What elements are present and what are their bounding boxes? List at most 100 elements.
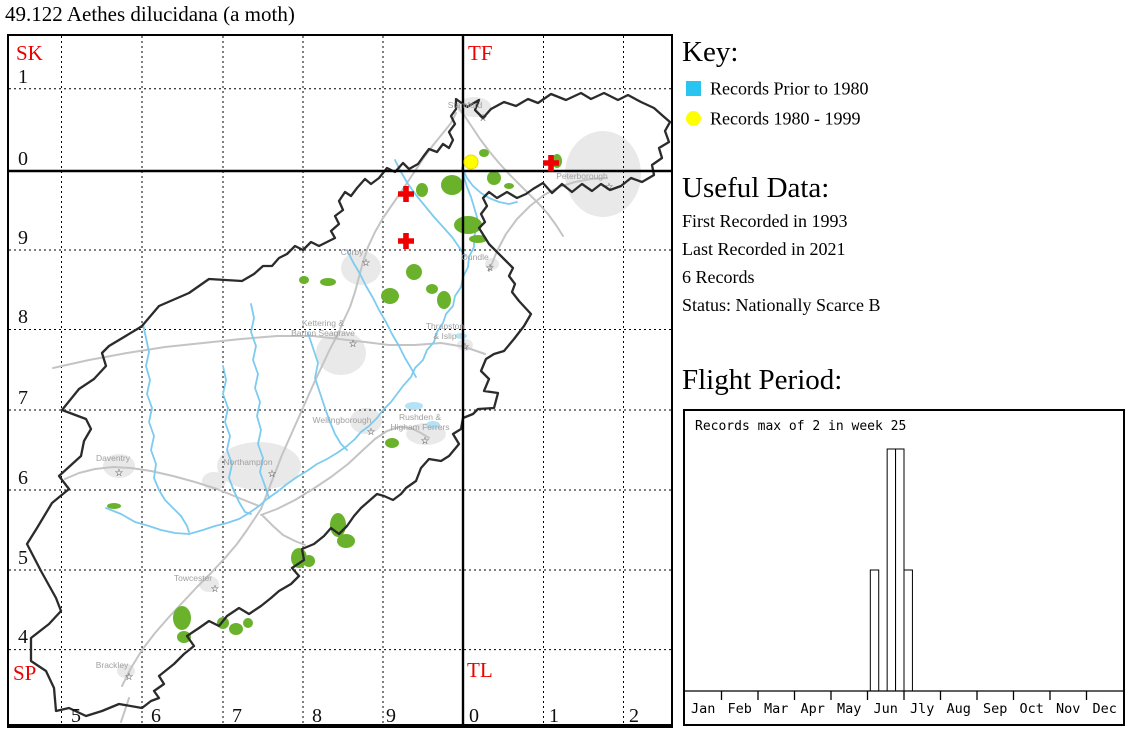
flight-period-chart: Records max of 2 in week 25 Jan Feb Mar Apr M…	[685, 419, 1123, 717]
grid-letter-tl: TL	[467, 658, 493, 682]
road	[455, 103, 564, 237]
month-label-aug: Aug	[947, 701, 971, 717]
town-label-wellingborough: Wellingborough	[313, 415, 372, 425]
woodland-patch	[469, 235, 487, 243]
flight-period-panel: Records max of 2 in week 25 Jan Feb Mar Apr M…	[683, 409, 1125, 726]
woodland-patch	[217, 617, 229, 629]
key-item-1980-1999: Records 1980 - 1999	[686, 107, 861, 129]
town-label-thrapston: Thrapston	[426, 321, 465, 331]
road	[121, 508, 262, 687]
month-label-jan: Jan	[691, 701, 715, 717]
river	[346, 249, 417, 378]
town-star-icon: ☆	[486, 263, 495, 274]
key-item-label: Records 1980 - 1999	[710, 108, 861, 129]
town-label-oundle: Oundle	[461, 252, 489, 262]
county-boundary	[25, 91, 671, 718]
river	[222, 365, 252, 515]
record-marker-cross	[398, 233, 414, 249]
key-item-prior-1980: Records Prior to 1980	[686, 77, 869, 99]
flight-period-heading: Flight Period:	[682, 364, 843, 396]
town-star-icon: ☆	[211, 584, 220, 595]
month-label-mar: Mar	[764, 701, 788, 717]
grid-number-label: 0	[469, 705, 479, 724]
town-star-icon: ☆	[362, 258, 371, 269]
town-label-northampton: Northampton	[223, 457, 272, 467]
grid-number-label: 1	[549, 705, 559, 724]
road	[488, 177, 608, 272]
grid-number-label: 8	[312, 705, 322, 724]
woodland-patch	[229, 623, 243, 635]
woodland-patch	[479, 149, 489, 157]
river	[394, 159, 466, 257]
woodland-patch	[454, 216, 482, 234]
town-star-icon: ☆	[367, 427, 376, 438]
town-label-rushden: Higham Ferrers	[390, 422, 449, 432]
grid-number-label: 5	[18, 547, 28, 569]
woodland-patch	[441, 175, 463, 195]
urban-area	[103, 454, 135, 478]
town-star-icon: ☆	[605, 182, 614, 193]
road	[260, 112, 457, 510]
month-label-may: May	[837, 701, 861, 717]
town-label-towcester: Towcester	[174, 573, 212, 583]
town-star-icon: ☆	[115, 468, 124, 479]
grid-number-label: 0	[18, 148, 28, 170]
town-label-stamford: Stamford	[448, 100, 483, 110]
page-title: 49.122 Aethes dilucidana (a moth)	[5, 2, 295, 26]
town-label-kettering: Kettering &	[302, 318, 344, 328]
woodland-patch	[107, 503, 121, 509]
month-label-jun: Jun	[874, 701, 898, 717]
grid-letter-sk: SK	[16, 41, 43, 65]
road	[260, 426, 430, 516]
grid-number-label: 6	[151, 705, 161, 724]
woodland-patch	[381, 288, 399, 304]
record-marker-cross	[398, 186, 414, 202]
yellow-circle-icon	[686, 111, 701, 127]
woodland-patch	[426, 284, 438, 294]
town-star-icon: ☆	[421, 436, 430, 447]
lake	[455, 333, 467, 339]
woodland-patch	[320, 278, 336, 286]
record-marker-cross	[543, 155, 559, 171]
urban-area	[565, 131, 641, 217]
grid-number-label: 7	[18, 387, 28, 409]
cyan-square-icon	[686, 81, 701, 97]
woodland-patch	[437, 291, 451, 309]
woodland-patch	[173, 606, 191, 630]
river	[250, 303, 270, 499]
woodland-patch	[303, 555, 315, 567]
town-label-brackley: Brackley	[96, 660, 129, 670]
road	[64, 466, 260, 507]
useful-data-heading: Useful Data:	[682, 172, 830, 204]
month-label-feb: Feb	[728, 701, 752, 717]
town-label-peterborough: Peterborough	[556, 171, 608, 181]
town-star-icon: ☆	[125, 672, 134, 683]
town-star-icon: ☆	[349, 339, 358, 350]
month-label-apr: Apr	[801, 701, 825, 717]
key-item-label: Records Prior to 1980	[710, 78, 869, 99]
town-label-rushden: Rushden &	[399, 412, 441, 422]
month-label-sep: Sep	[983, 701, 1007, 717]
grid-number-label: 8	[18, 306, 28, 328]
river	[105, 167, 478, 535]
month-label-dec: Dec	[1093, 701, 1117, 717]
grid-number-label: 6	[18, 467, 28, 489]
grid-number-label: 7	[232, 705, 242, 724]
grid-number-label: 2	[629, 705, 639, 724]
woodland-patch	[177, 631, 191, 643]
woodland-patch	[406, 264, 422, 280]
record-marker-1980-1999	[463, 154, 479, 170]
urban-area	[457, 97, 491, 117]
flight-bar-week-27	[903, 569, 913, 692]
grid-number-label: 4	[18, 626, 28, 648]
month-label-jly: Jly	[910, 701, 934, 717]
chart-annotation: Records max of 2 in week 25	[695, 419, 906, 434]
grid-number-label: 5	[71, 705, 81, 724]
flight-bar-week-23	[869, 569, 880, 692]
grid-number-label: 9	[18, 227, 28, 249]
town-label-daventry: Daventry	[96, 453, 131, 463]
last-recorded-line: Last Recorded in 2021	[682, 239, 846, 259]
town-label-corby: Corby	[341, 247, 364, 257]
